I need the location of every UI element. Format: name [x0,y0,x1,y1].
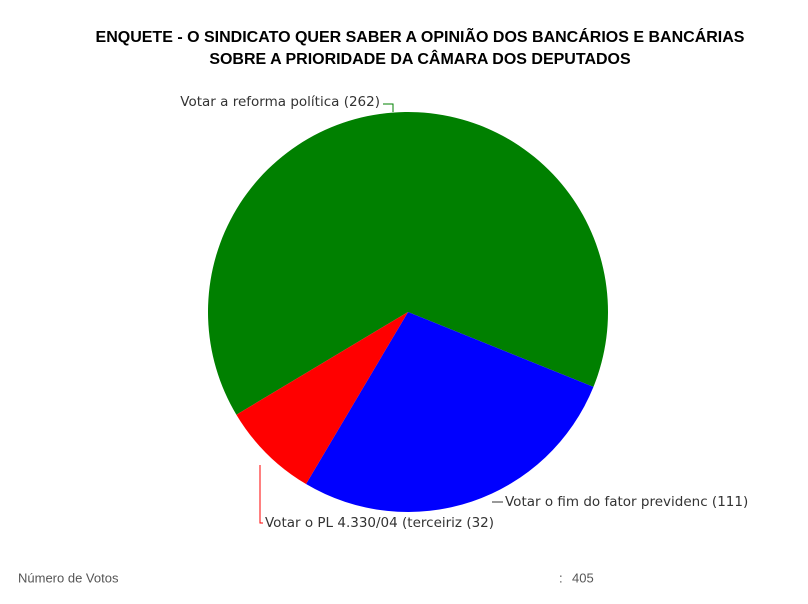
footer-separator: : [559,570,563,585]
leader-line [383,103,394,112]
leader-line [259,465,263,524]
slice-category: Votar a reforma política [180,94,339,110]
chart-title: ENQUETE - O SINDICATO QUER SABER A OPINI… [96,26,745,46]
slice-category: Votar o fim do fator previdenc [505,494,708,510]
footer-total: 405 [572,570,594,585]
chart-title: SOBRE A PRIORIDADE DA CÂMARA DOS DEPUTAD… [209,49,631,68]
slice-category: Votar o PL 4.330/04 (terceiriz [265,515,462,531]
slice-value-label: (262) [344,94,380,110]
slice-value-label: (111) [712,494,748,510]
pie-slice [208,111,609,415]
slice-label: Votar a reforma política (262) [180,94,380,110]
pie: Votar a reforma política (262) Votar o fi… [180,94,748,531]
slice-label: Votar o fim do fator previdenc (111) [505,494,748,510]
slice-value-label: (32) [466,515,494,531]
pie-slice [236,312,408,485]
footer-label: Número de Votos [18,570,119,585]
slice-label: Votar o PL 4.330/04 (terceiriz (32) [265,515,494,531]
pie-slice [306,312,594,512]
